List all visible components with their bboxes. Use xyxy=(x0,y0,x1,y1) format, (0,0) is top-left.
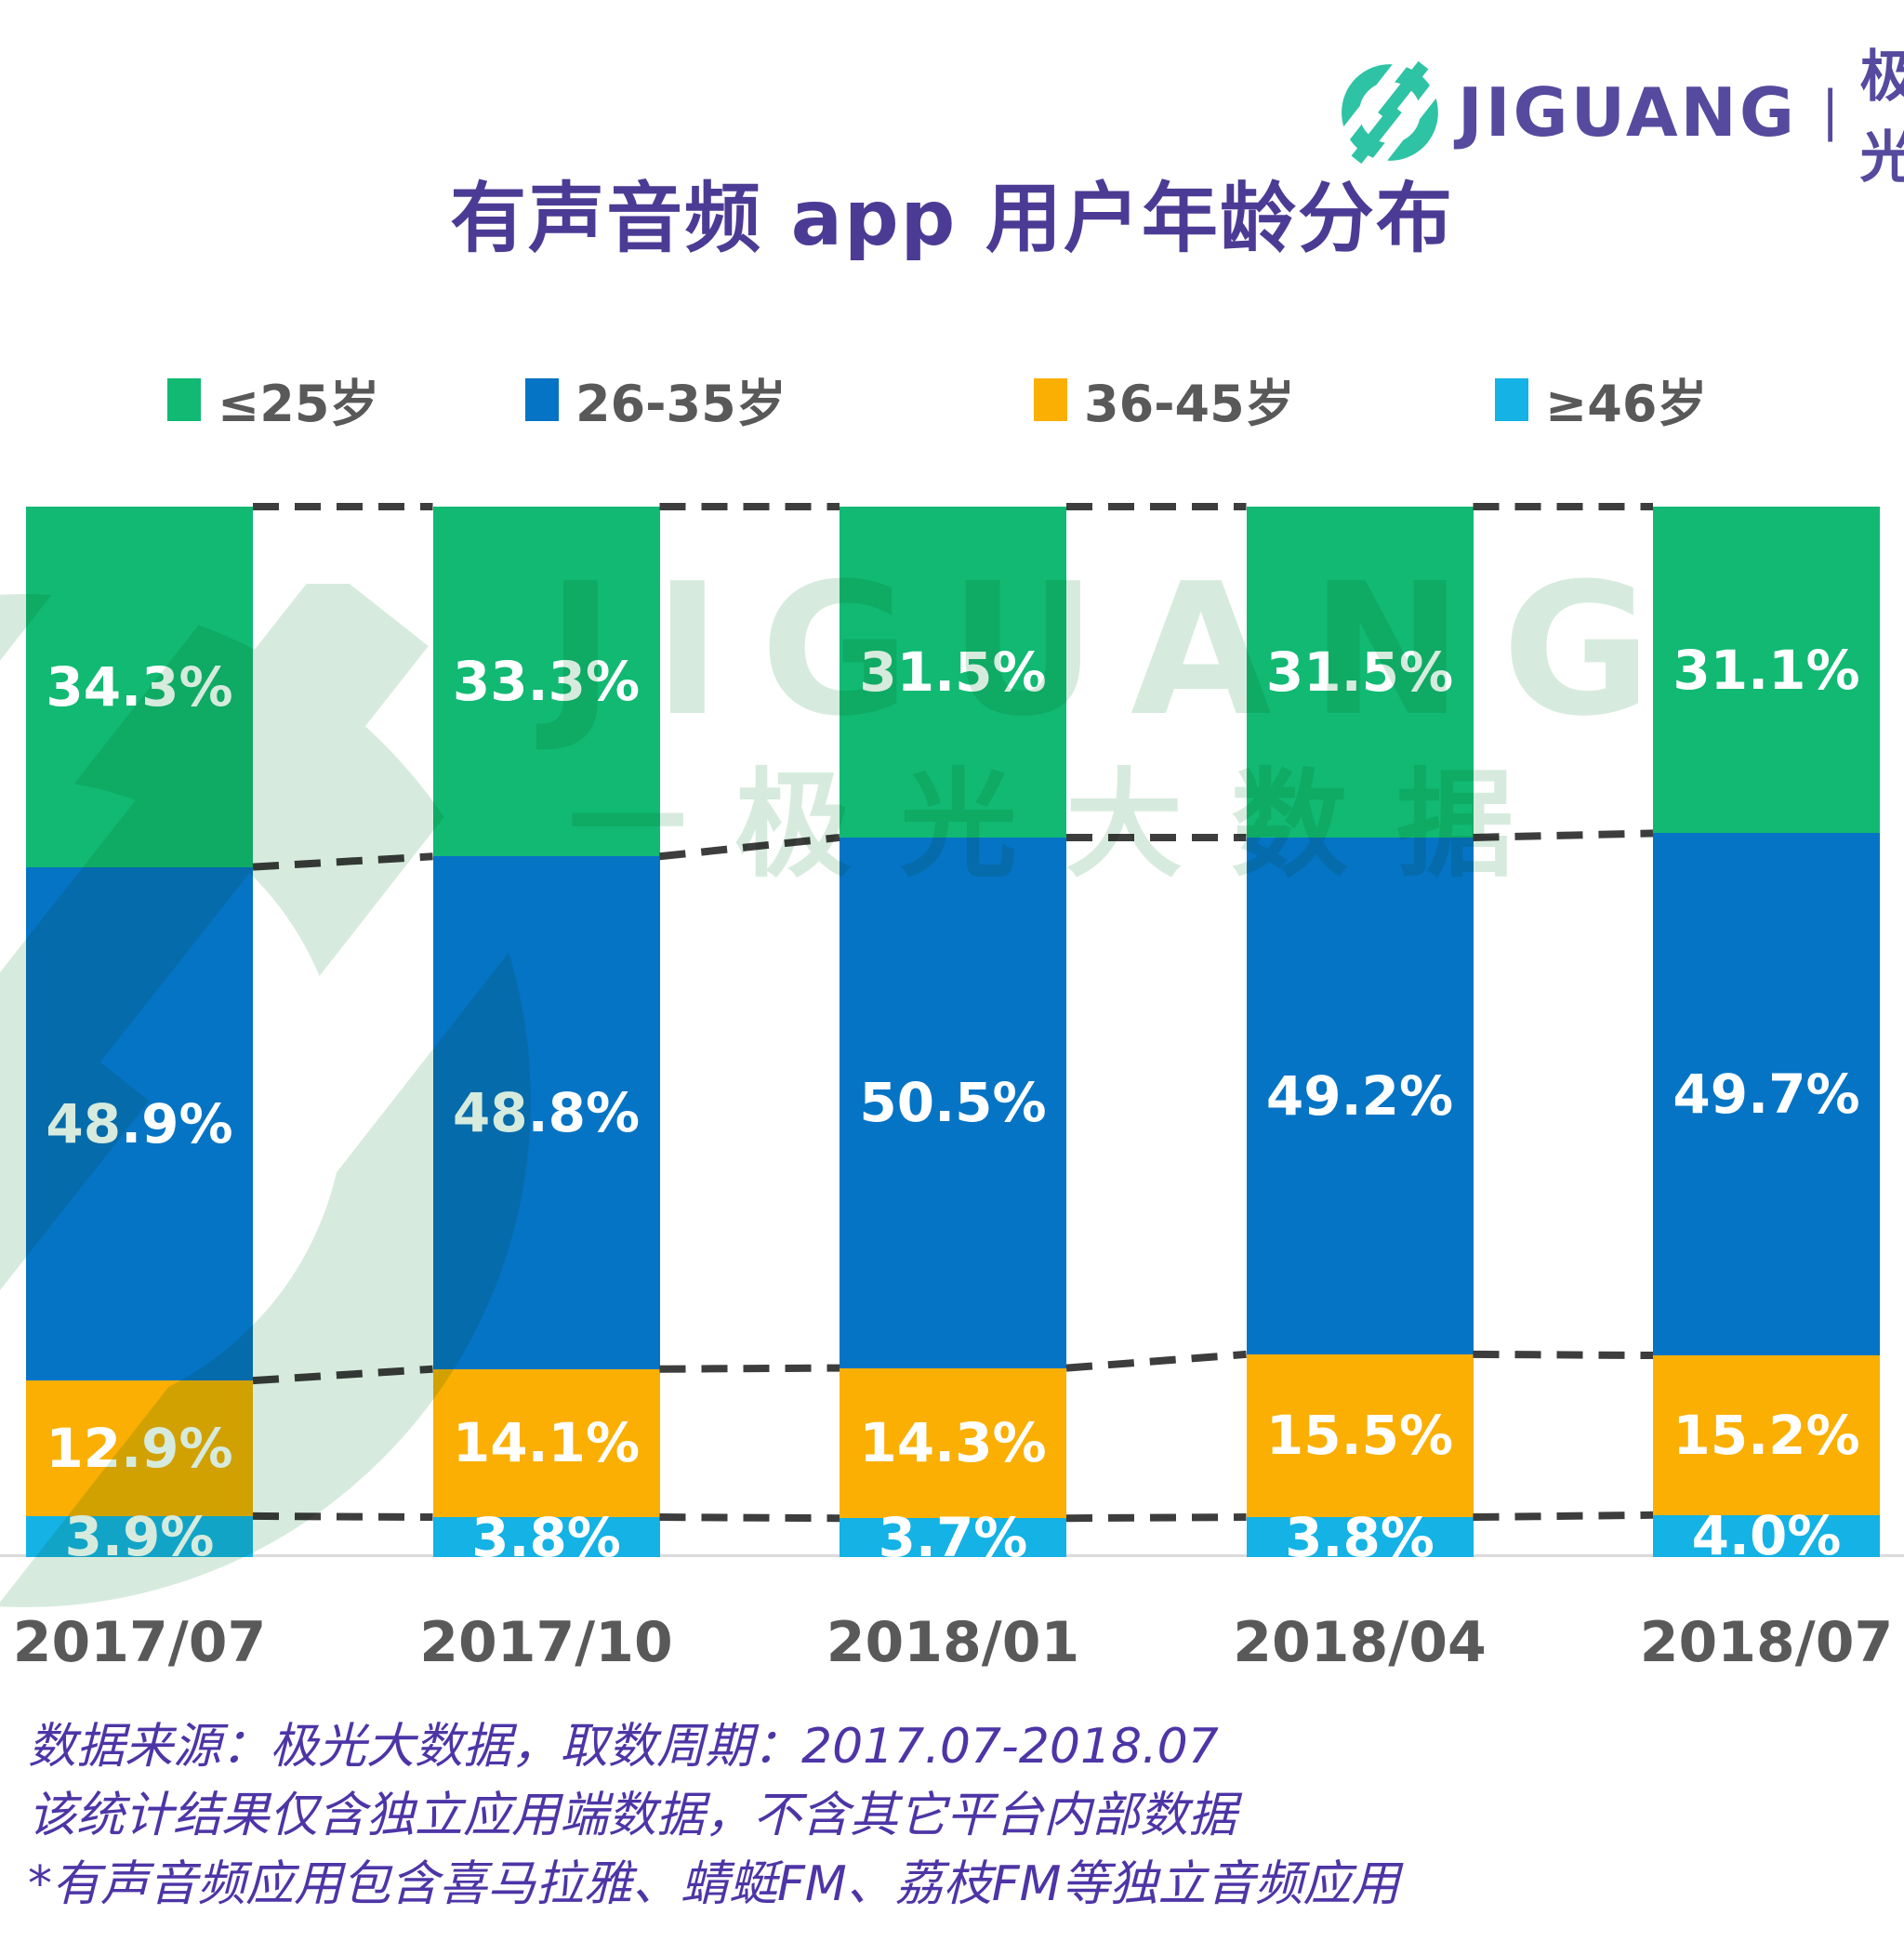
segment-value-label: 50.5% xyxy=(859,1071,1047,1135)
bar-segment: 50.5% xyxy=(840,837,1066,1368)
bar-segment: 15.5% xyxy=(1246,1353,1474,1518)
source-note-line: 该统计结果仅含独立应用端数据，不含其它平台内部数据 xyxy=(28,1788,1237,1843)
legend-swatch-orange xyxy=(1034,377,1067,421)
x-axis-label: 2018/04 xyxy=(1233,1610,1487,1675)
legend-swatch-green xyxy=(167,377,201,421)
legend-label: 26-35岁 xyxy=(575,375,787,433)
legend-item-le25: ≤25岁 xyxy=(167,363,379,436)
source-note-line: *有声音频应用包含喜马拉雅、蜻蜓FM、荔枝FM等独立音频应用 xyxy=(28,1856,1400,1912)
legend-item-ge46: ≥46岁 xyxy=(1495,363,1707,436)
bar-segment: 31.5% xyxy=(1246,507,1474,838)
bar-segment: 49.7% xyxy=(1653,833,1880,1356)
segment-value-label: 31.5% xyxy=(1265,640,1454,704)
legend-label: ≤25岁 xyxy=(218,375,380,433)
legend-item-36-45: 36-45岁 xyxy=(1034,363,1295,436)
bar-segment: 14.1% xyxy=(432,1368,660,1518)
legend-label: ≥46岁 xyxy=(1545,375,1708,433)
brand-divider: | xyxy=(1820,78,1840,142)
jiguang-logo-icon xyxy=(1341,50,1439,174)
brand-header: JIGUANG | 极光 xyxy=(1341,45,1904,191)
segment-value-label: 34.3% xyxy=(46,654,233,719)
brand-name-en: JIGUANG xyxy=(1457,73,1797,152)
bar-segment: 4.0% xyxy=(1653,1509,1880,1563)
bar-segment: 14.3% xyxy=(840,1367,1066,1519)
segment-value-label: 12.9% xyxy=(46,1417,233,1481)
bar-segment: 3.9% xyxy=(26,1510,253,1564)
legend-swatch-lightblue xyxy=(1495,377,1528,421)
segment-value-label: 15.2% xyxy=(1673,1403,1860,1467)
segment-value-label: 49.2% xyxy=(1265,1063,1454,1128)
segment-value-label: 3.8% xyxy=(471,1505,621,1569)
bar-segment: 31.1% xyxy=(1653,507,1880,834)
chart-title: 有声音频 app 用户年龄分布 xyxy=(450,175,1454,263)
legend-item-26-35: 26-35岁 xyxy=(525,363,787,436)
bar-segment: 48.8% xyxy=(432,856,660,1369)
x-axis-label: 2017/10 xyxy=(419,1610,673,1675)
bar-segment: 3.8% xyxy=(432,1511,660,1565)
segment-value-label: 49.7% xyxy=(1673,1063,1860,1127)
segment-value-label: 31.5% xyxy=(859,640,1047,704)
source-note-line: 数据来源：极光大数据，取数周期：2017.07-2018.07 xyxy=(28,1719,1219,1775)
segment-value-label: 33.3% xyxy=(452,650,641,714)
segment-value-label: 3.7% xyxy=(878,1506,1028,1570)
bar-segment: 34.3% xyxy=(26,507,253,867)
segment-value-label: 3.9% xyxy=(64,1504,215,1568)
bar-segment: 48.9% xyxy=(26,866,253,1381)
bar-segment: 15.2% xyxy=(1653,1355,1880,1515)
segment-value-label: 14.1% xyxy=(452,1411,641,1475)
source-notes: 数据来源：极光大数据，取数周期：2017.07-2018.07 该统计结果仅含独… xyxy=(28,1712,1400,1919)
x-axis-label: 2018/07 xyxy=(1639,1610,1894,1675)
bar-segment: 12.9% xyxy=(26,1380,253,1516)
segment-value-label: 31.1% xyxy=(1673,638,1860,702)
segment-value-label: 3.8% xyxy=(1285,1505,1435,1569)
segment-value-label: 48.8% xyxy=(452,1081,641,1144)
legend-swatch-blue xyxy=(525,377,559,421)
segment-value-label: 15.5% xyxy=(1265,1404,1454,1468)
segment-value-label: 4.0% xyxy=(1691,1504,1842,1568)
bar-segment: 31.5% xyxy=(840,507,1066,838)
bar-segment: 3.8% xyxy=(1246,1511,1474,1565)
watermark-text-en: JIGUANG xyxy=(547,545,1691,757)
bar-segment: 3.7% xyxy=(840,1511,1066,1565)
bar-segment: 49.2% xyxy=(1246,837,1474,1354)
x-axis-label: 2018/01 xyxy=(826,1610,1080,1675)
segment-value-label: 48.9% xyxy=(46,1091,233,1155)
chart-legend: ≤25岁 26-35岁 36-45岁 ≥46岁 xyxy=(0,363,1904,433)
segment-value-label: 14.3% xyxy=(859,1411,1047,1475)
x-axis-label: 2017/07 xyxy=(12,1610,267,1675)
brand-name-cn: 极光 xyxy=(1859,44,1904,191)
bar-segment: 33.3% xyxy=(432,507,660,857)
legend-label: 36-45岁 xyxy=(1084,375,1295,433)
